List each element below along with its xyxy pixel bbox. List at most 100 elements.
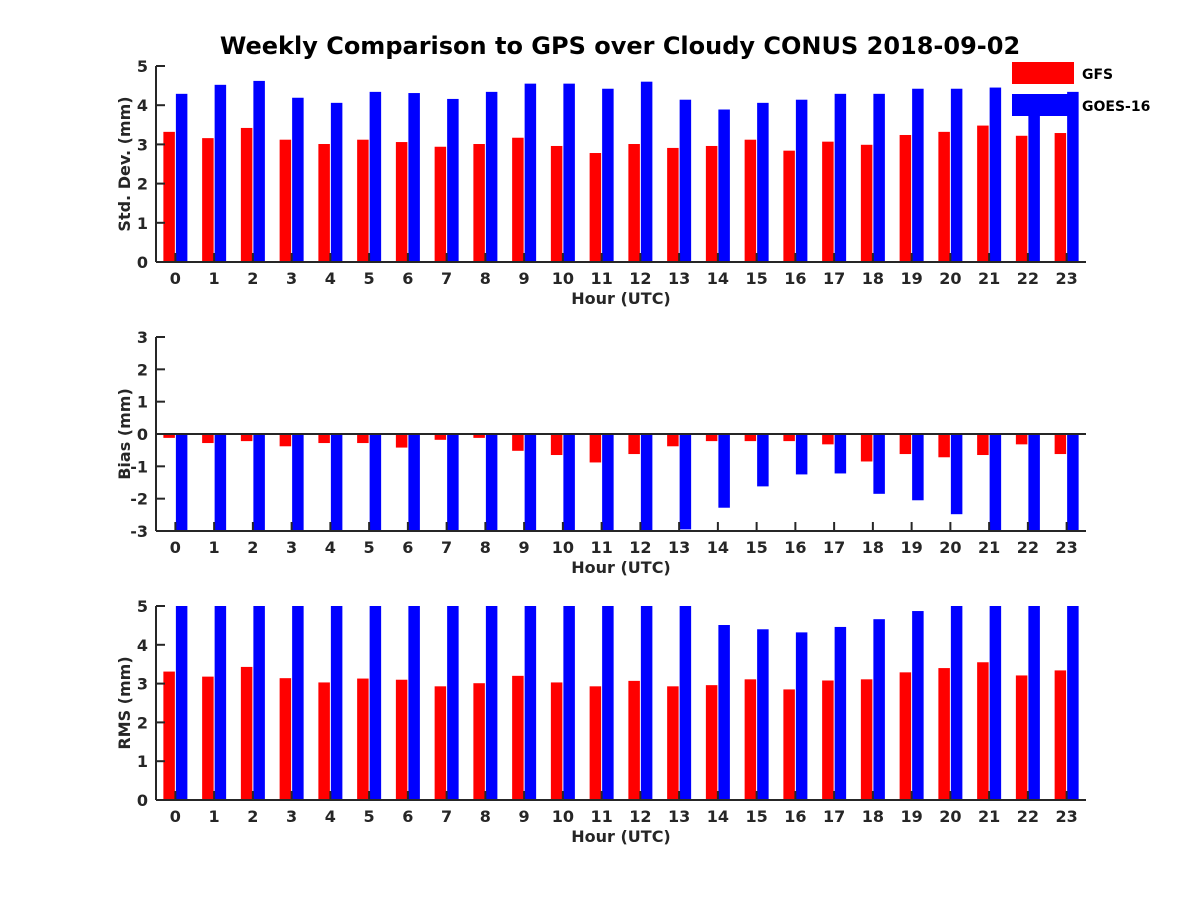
x-tick-label: 6 bbox=[402, 269, 413, 288]
bar-gfs-hour-20 bbox=[938, 434, 950, 458]
bar-gfs-hour-16 bbox=[783, 434, 795, 442]
bar-goes-16-hour-17 bbox=[834, 626, 847, 800]
x-tick-label: 3 bbox=[286, 269, 297, 288]
y-tick-label: 0 bbox=[137, 425, 148, 444]
bar-goes-16-hour-21 bbox=[989, 434, 1002, 531]
bar-goes-16-hour-12 bbox=[640, 606, 653, 800]
y-tick-label: 3 bbox=[137, 135, 148, 154]
bar-gfs-hour-18 bbox=[860, 679, 873, 800]
bar-goes-16-hour-19 bbox=[912, 88, 924, 263]
y-axis-label: RMS (mm) bbox=[115, 656, 134, 749]
bar-goes-16-hour-2 bbox=[253, 606, 265, 800]
x-tick-label: 0 bbox=[170, 269, 181, 288]
bar-goes-16-hour-10 bbox=[563, 606, 575, 800]
bar-goes-16-hour-14 bbox=[718, 625, 730, 800]
bar-gfs-hour-3 bbox=[279, 434, 292, 447]
bar-goes-16-hour-6 bbox=[408, 434, 420, 531]
bar-goes-16-hour-7 bbox=[447, 98, 459, 263]
bar-goes-16-hour-12 bbox=[640, 81, 653, 263]
bar-gfs-hour-10 bbox=[550, 434, 563, 456]
bar-gfs-hour-22 bbox=[1015, 135, 1028, 262]
legend-label-goes-16: GOES-16 bbox=[1082, 99, 1150, 115]
bar-gfs-hour-7 bbox=[434, 686, 447, 800]
x-tick-label: 23 bbox=[1055, 538, 1077, 557]
y-tick-label: 5 bbox=[137, 597, 148, 616]
x-tick-label: 18 bbox=[862, 807, 884, 826]
bar-gfs-hour-2 bbox=[240, 666, 253, 800]
bar-goes-16-hour-3 bbox=[292, 606, 304, 800]
bar-goes-16-hour-16 bbox=[795, 99, 808, 263]
bar-gfs-hour-20 bbox=[938, 668, 950, 800]
bar-gfs-hour-3 bbox=[279, 139, 292, 262]
bar-gfs-hour-9 bbox=[512, 137, 524, 262]
x-tick-label: 5 bbox=[364, 807, 375, 826]
y-tick-label: -2 bbox=[130, 490, 148, 509]
bar-goes-16-hour-1 bbox=[214, 434, 227, 531]
x-tick-label: 15 bbox=[745, 538, 767, 557]
bar-gfs-hour-4 bbox=[318, 682, 330, 800]
bar-gfs-hour-17 bbox=[822, 141, 834, 262]
bar-goes-16-hour-8 bbox=[485, 434, 498, 531]
x-tick-label: 1 bbox=[209, 538, 220, 557]
bar-gfs-hour-16 bbox=[783, 689, 795, 800]
legend-label-gfs: GFS bbox=[1082, 67, 1113, 83]
bar-goes-16-hour-22 bbox=[1028, 606, 1040, 800]
bar-goes-16-hour-11 bbox=[602, 88, 614, 263]
bar-goes-16-hour-20 bbox=[950, 434, 963, 515]
bar-gfs-hour-14 bbox=[705, 434, 718, 442]
x-tick-label: 15 bbox=[745, 269, 767, 288]
y-tick-label: 1 bbox=[137, 393, 148, 412]
bar-goes-16-hour-4 bbox=[330, 606, 343, 800]
bar-goes-16-hour-13 bbox=[679, 99, 692, 263]
bar-goes-16-hour-0 bbox=[175, 434, 188, 531]
x-axis-label: Hour (UTC) bbox=[571, 558, 671, 577]
y-axis-label: Std. Dev. (mm) bbox=[115, 96, 134, 231]
bar-goes-16-hour-16 bbox=[795, 632, 808, 800]
bar-gfs-hour-1 bbox=[202, 138, 214, 262]
x-tick-label: 18 bbox=[862, 538, 884, 557]
x-tick-label: 22 bbox=[1017, 807, 1039, 826]
bar-goes-16-hour-15 bbox=[757, 434, 769, 487]
y-tick-label: 5 bbox=[137, 57, 148, 76]
x-tick-label: 5 bbox=[364, 269, 375, 288]
x-tick-label: 2 bbox=[247, 538, 258, 557]
x-tick-label: 1 bbox=[209, 807, 220, 826]
bar-goes-16-hour-12 bbox=[640, 434, 653, 531]
bar-goes-16-hour-21 bbox=[989, 606, 1002, 800]
x-tick-label: 22 bbox=[1017, 538, 1039, 557]
bar-gfs-hour-0 bbox=[163, 131, 175, 262]
x-tick-label: 22 bbox=[1017, 269, 1039, 288]
x-tick-label: 20 bbox=[939, 807, 961, 826]
bar-goes-16-hour-4 bbox=[330, 434, 343, 531]
bar-goes-16-hour-1 bbox=[214, 606, 227, 800]
x-tick-label: 10 bbox=[552, 807, 574, 826]
bar-goes-16-hour-5 bbox=[369, 606, 382, 800]
x-tick-label: 7 bbox=[441, 538, 452, 557]
bar-gfs-hour-6 bbox=[395, 142, 408, 262]
bar-gfs-hour-5 bbox=[357, 678, 369, 800]
bar-gfs-hour-10 bbox=[550, 682, 563, 800]
bar-gfs-hour-9 bbox=[512, 675, 524, 800]
bar-gfs-hour-8 bbox=[473, 434, 485, 438]
y-tick-label: 1 bbox=[137, 752, 148, 771]
bar-goes-16-hour-19 bbox=[912, 611, 924, 800]
x-tick-label: 16 bbox=[784, 269, 806, 288]
bar-gfs-hour-1 bbox=[202, 434, 214, 444]
bar-gfs-hour-15 bbox=[744, 679, 757, 800]
x-tick-label: 21 bbox=[978, 807, 1000, 826]
x-tick-label: 13 bbox=[668, 538, 690, 557]
bar-gfs-hour-18 bbox=[860, 434, 873, 462]
x-tick-label: 19 bbox=[900, 269, 922, 288]
bar-goes-16-hour-5 bbox=[369, 91, 382, 263]
bar-gfs-hour-21 bbox=[977, 662, 989, 800]
bar-goes-16-hour-14 bbox=[718, 109, 730, 262]
x-tick-label: 11 bbox=[590, 269, 612, 288]
bar-goes-16-hour-20 bbox=[950, 606, 963, 800]
x-tick-label: 10 bbox=[552, 538, 574, 557]
x-tick-label: 20 bbox=[939, 269, 961, 288]
y-tick-label: 3 bbox=[137, 675, 148, 694]
bar-goes-16-hour-13 bbox=[679, 606, 692, 800]
x-axis-label: Hour (UTC) bbox=[571, 289, 671, 308]
bar-gfs-hour-8 bbox=[473, 683, 485, 800]
x-tick-label: 19 bbox=[900, 807, 922, 826]
